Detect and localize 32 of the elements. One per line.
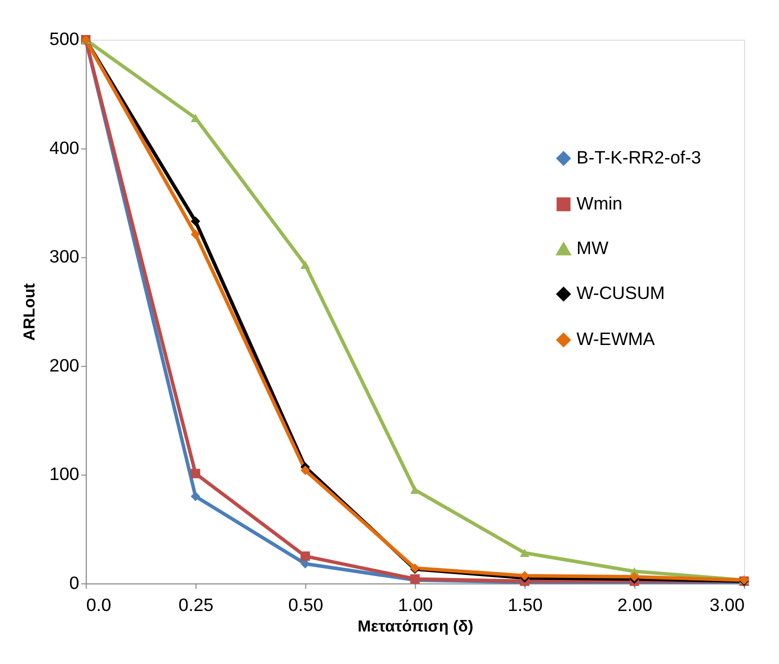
y-tick-label: 500 [49, 29, 80, 50]
y-axis-title: ARLout [21, 282, 38, 341]
point [520, 570, 530, 580]
legend-label: Wmin [576, 193, 622, 214]
y-tick-label: 300 [49, 246, 80, 267]
legend-label: W-CUSUM [576, 283, 665, 304]
x-tick-label: 1.00 [398, 594, 433, 615]
y-tick-label: 400 [49, 138, 80, 158]
legend-label: W-EWMA [576, 328, 655, 349]
point [190, 114, 200, 122]
x-tick-label: 0.0 [86, 594, 112, 615]
point [190, 492, 200, 502]
point [190, 216, 200, 226]
x-tick-label: 3.00 [710, 594, 745, 615]
legend-label: MW [576, 238, 608, 258]
point [190, 468, 200, 478]
point [300, 559, 310, 568]
x-axis-title: Μετατόπιση (δ) [358, 618, 474, 636]
y-tick-label: 200 [49, 355, 80, 376]
point [520, 548, 530, 557]
x-tick-label: 1.50 [508, 594, 543, 615]
point [300, 260, 310, 269]
point [300, 551, 310, 561]
point [410, 486, 420, 494]
point [190, 230, 200, 240]
y-tick-label: 100 [49, 464, 80, 484]
x-tick-label: 2.00 [617, 594, 652, 615]
x-tick-label: 0.25 [178, 594, 214, 615]
y-tick-label: 0 [69, 572, 80, 593]
legend-label: B-T-K-RR2-of-3 [576, 147, 702, 168]
point [300, 466, 310, 475]
x-tick-label: 0.50 [288, 594, 324, 615]
